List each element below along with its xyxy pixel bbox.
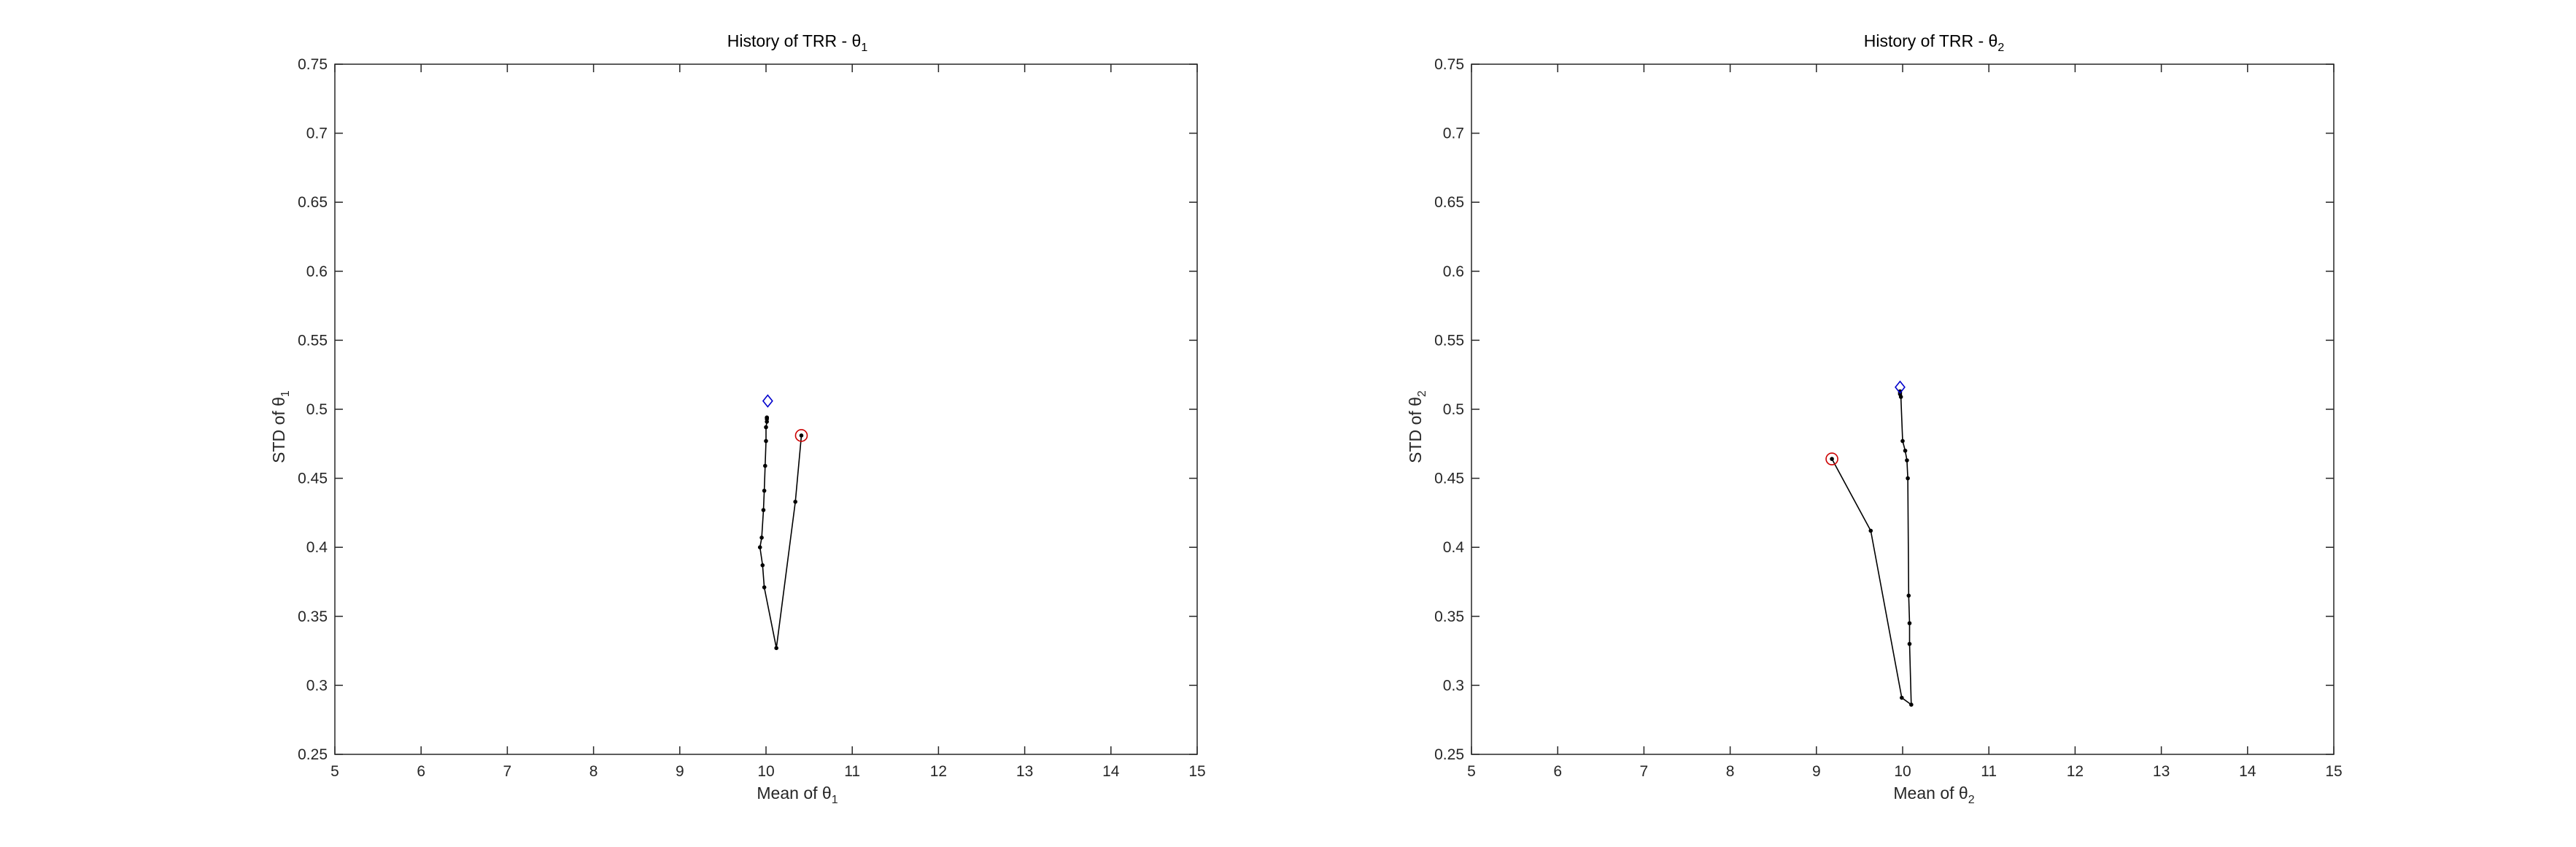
data-point [759, 535, 764, 540]
y-tick-label: 0.25 [298, 746, 328, 763]
x-tick-label: 11 [1981, 763, 1997, 780]
x-tick-label: 7 [503, 763, 512, 780]
data-point [757, 545, 762, 549]
x-axis-label: Mean of θ2 [1893, 784, 1974, 806]
y-tick-label: 0.45 [1434, 471, 1464, 487]
start-point-marker [794, 429, 808, 442]
end-point-marker [1895, 380, 1906, 395]
data-point [1900, 438, 1905, 444]
x-tick-label: 14 [2239, 763, 2256, 780]
x-tick-label: 12 [2067, 763, 2084, 780]
data-point [1830, 457, 1834, 461]
data-point [1907, 621, 1912, 626]
chart-theta-2: History of TRR - θ2 Mean of θ2 STD of θ2… [1406, 31, 2343, 806]
x-tick-label: 6 [417, 763, 425, 780]
y-tick-label: 0.45 [298, 471, 328, 487]
data-point [764, 425, 768, 430]
x-tick-label: 8 [1726, 763, 1735, 780]
x-tick-label: 13 [2153, 763, 2170, 780]
end-point-marker [762, 394, 773, 408]
y-tick-label: 0.65 [1434, 194, 1464, 211]
y-tick-label: 0.75 [298, 56, 328, 73]
x-tick-label: 12 [930, 763, 947, 780]
y-tick-label: 0.35 [298, 608, 328, 625]
x-tick-label: 13 [1016, 763, 1033, 780]
data-point [1900, 695, 1904, 700]
x-tick-label: 9 [676, 763, 684, 780]
y-tick-label: 0.55 [1434, 332, 1464, 349]
chart-title: History of TRR - θ2 [1864, 31, 2005, 54]
y-axis-label: STD of θ1 [269, 390, 292, 463]
x-tick-label: 5 [1467, 763, 1476, 780]
data-point [1905, 458, 1909, 463]
y-tick-label: 0.5 [1443, 401, 1464, 418]
data-point [763, 463, 767, 468]
x-tick-label: 9 [1812, 763, 1821, 780]
data-point [762, 585, 767, 589]
data-point [774, 646, 778, 651]
y-tick-label: 0.65 [298, 194, 328, 211]
data-point [1907, 641, 1912, 646]
y-tick-label: 0.5 [306, 401, 328, 418]
data-point [1909, 703, 1914, 707]
x-tick-label: 11 [844, 763, 860, 780]
y-tick-label: 0.4 [306, 539, 328, 556]
y-tick-label: 0.35 [1434, 608, 1464, 625]
data-point [760, 562, 765, 568]
x-tick-label: 8 [589, 763, 598, 780]
data-point [1868, 528, 1873, 533]
data-point [761, 508, 766, 512]
chart-title: History of TRR - θ1 [727, 31, 868, 54]
data-point [764, 438, 768, 444]
start-point-marker [1825, 452, 1838, 465]
y-tick-label: 0.55 [298, 332, 328, 349]
y-tick-label: 0.3 [306, 677, 328, 694]
data-point [1903, 448, 1908, 453]
y-tick-label: 0.75 [1434, 56, 1464, 73]
y-tick-label: 0.25 [1434, 746, 1464, 763]
data-point [1906, 593, 1911, 598]
x-tick-label: 7 [1640, 763, 1649, 780]
y-tick-label: 0.6 [306, 263, 328, 280]
x-tick-label: 14 [1102, 763, 1120, 780]
data-point [799, 433, 804, 438]
y-tick-label: 0.7 [1443, 125, 1464, 142]
y-tick-label: 0.3 [1443, 677, 1464, 694]
y-axis-label: STD of θ2 [1406, 390, 1428, 463]
y-tick-label: 0.4 [1443, 539, 1465, 556]
data-point [793, 499, 797, 504]
x-axis-label: Mean of θ1 [757, 784, 838, 806]
x-tick-label: 15 [2325, 763, 2342, 780]
x-tick-label: 10 [1894, 763, 1911, 780]
data-point [1906, 476, 1910, 481]
y-tick-label: 0.6 [1443, 263, 1464, 280]
y-tick-label: 0.7 [306, 125, 328, 142]
data-point [762, 488, 767, 493]
x-tick-label: 5 [330, 763, 339, 780]
x-tick-label: 15 [1188, 763, 1205, 780]
data-point [765, 415, 769, 420]
x-tick-label: 10 [757, 763, 774, 780]
x-tick-label: 6 [1553, 763, 1562, 780]
chart-theta-1: History of TRR - θ1 Mean of θ1 STD of θ1… [269, 31, 1206, 806]
